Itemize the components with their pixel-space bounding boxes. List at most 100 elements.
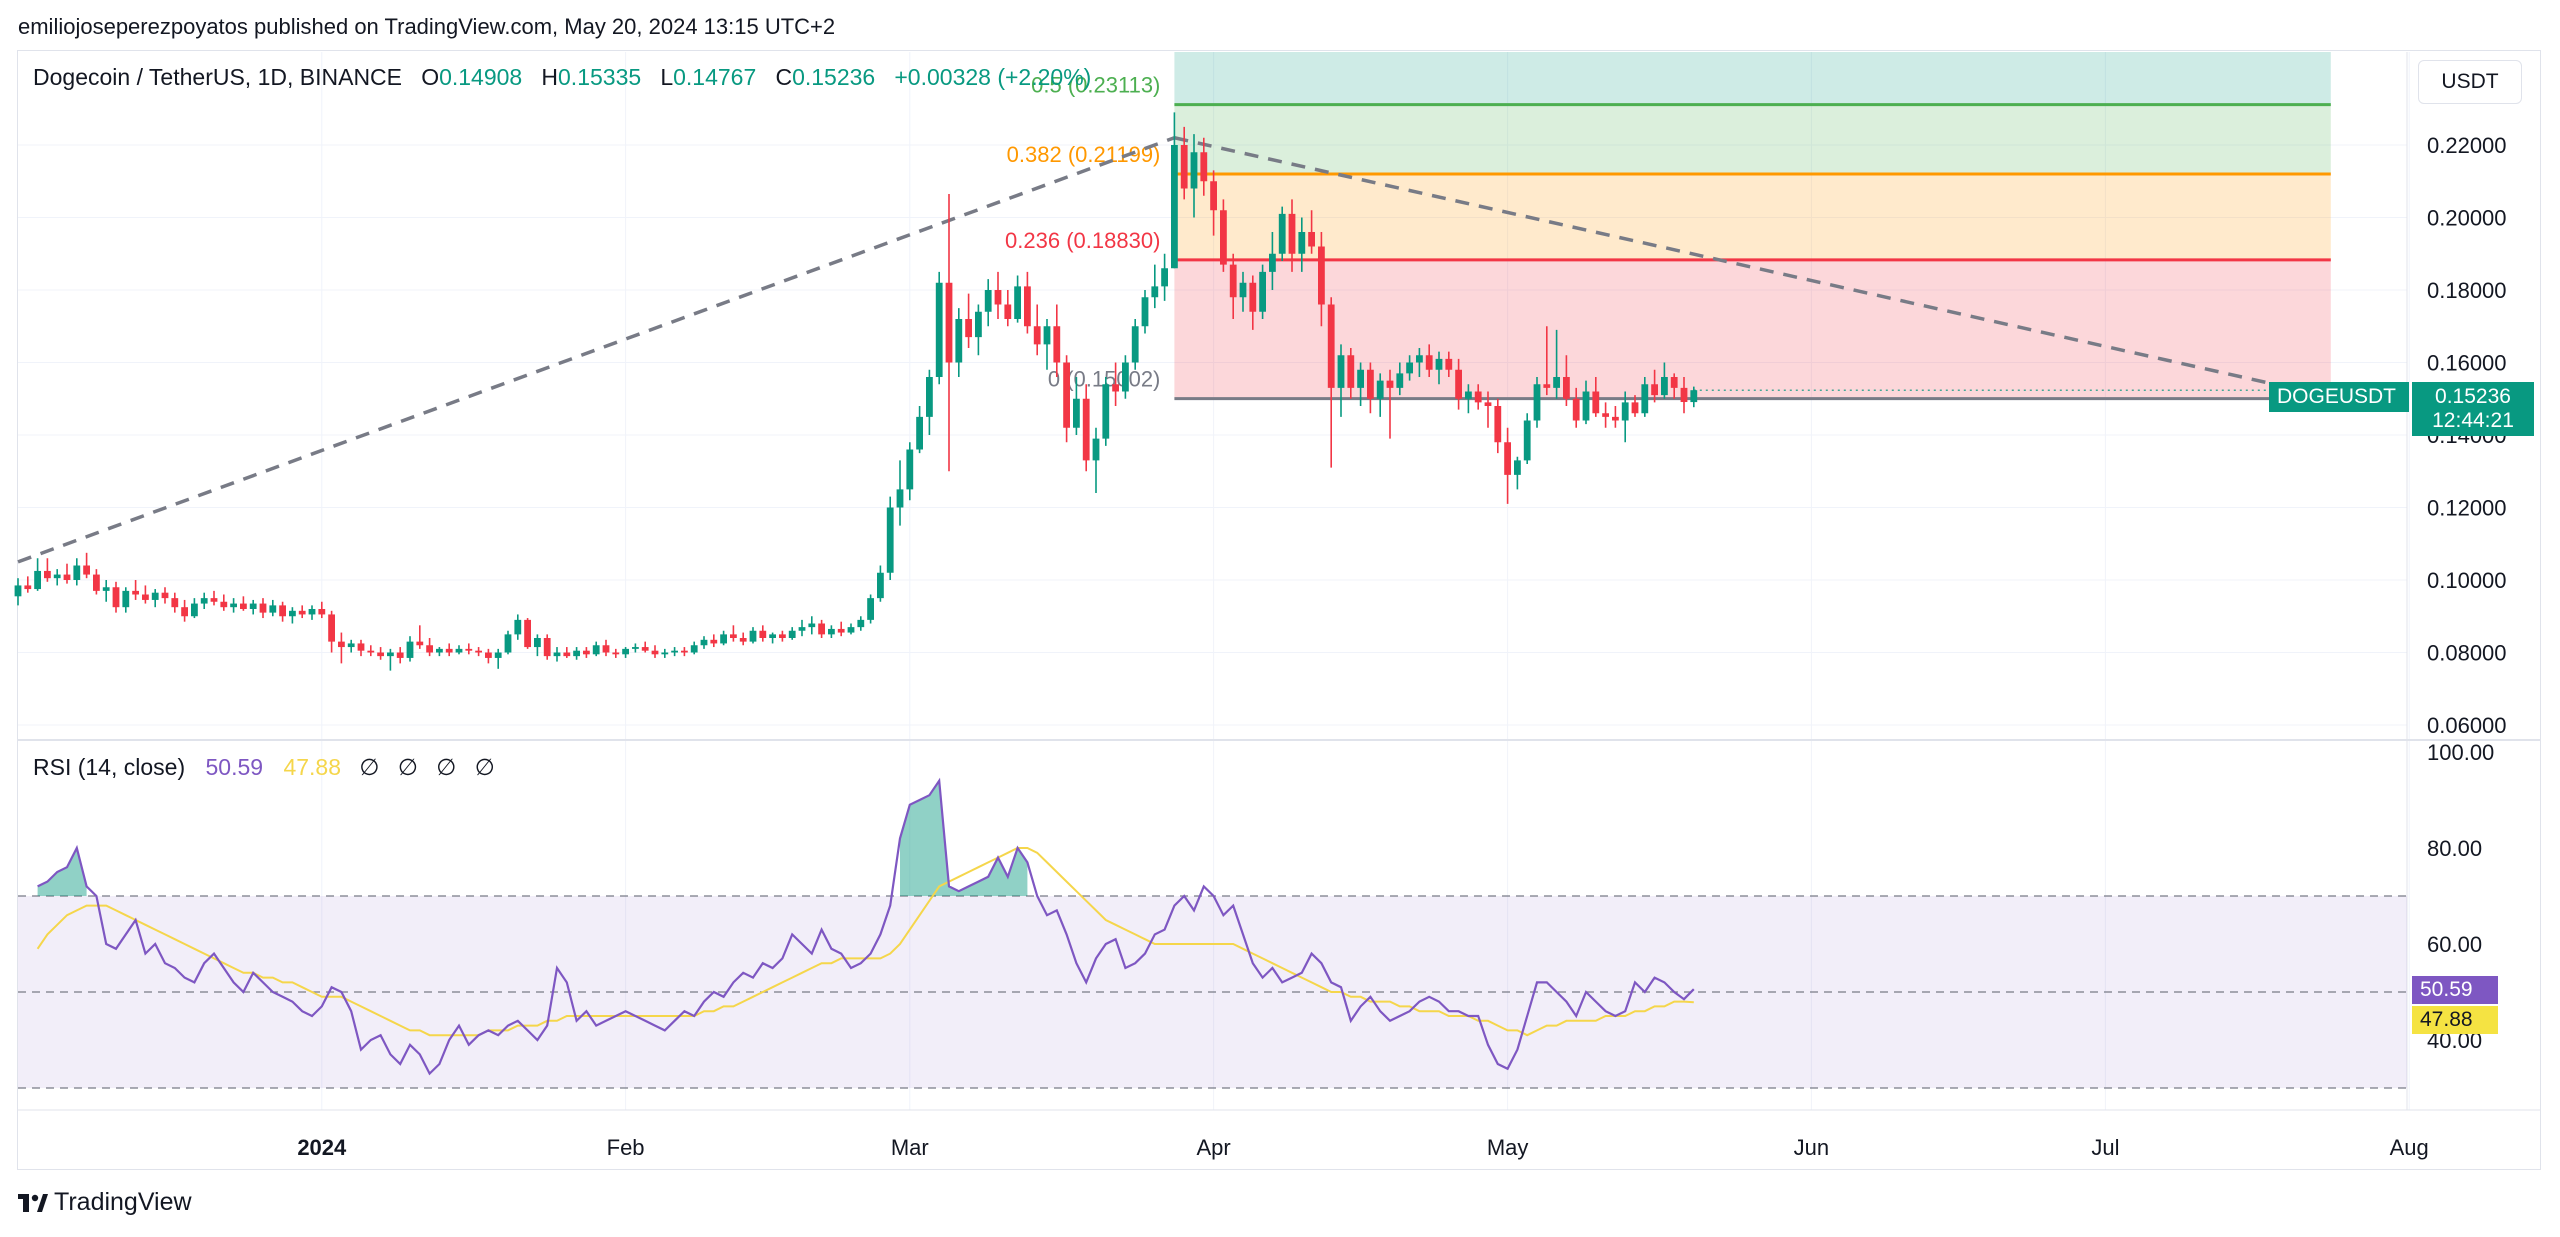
rsi-tag: 50.59 [2412, 976, 2498, 1004]
candle-body [1102, 384, 1110, 439]
price-axis-tick: 0.16000 [2427, 351, 2507, 376]
candle-body [142, 594, 149, 600]
candle-body [710, 639, 718, 644]
candle-body [534, 638, 541, 648]
fib-level-label: 0.382 (0.21199) [1007, 142, 1161, 167]
candle-body [308, 609, 316, 615]
candle [573, 647, 580, 660]
candle-body [514, 619, 522, 635]
candle [1327, 297, 1335, 468]
candle-body [965, 319, 972, 338]
candle-body [1033, 326, 1041, 345]
candle-body [916, 416, 923, 450]
candle [112, 581, 120, 613]
candle [867, 594, 874, 624]
candle [1092, 427, 1100, 493]
currency-button[interactable]: USDT [2418, 60, 2522, 104]
candle [1504, 427, 1511, 504]
candle [289, 607, 296, 624]
candle [730, 625, 737, 642]
time-axis-tick: 2024 [297, 1135, 347, 1160]
candle-body [1367, 369, 1374, 399]
candle-body [720, 634, 727, 644]
candle [1337, 344, 1345, 417]
candle-body [612, 652, 620, 655]
legend-change: +0.00328 (+2.20%) [894, 64, 1092, 90]
candle [1318, 232, 1325, 327]
candle [1523, 413, 1531, 464]
candle-body [259, 603, 267, 613]
candle-body [583, 650, 590, 655]
candle-body [769, 634, 776, 638]
candle-body [367, 650, 375, 653]
candle [83, 552, 90, 579]
candle [720, 630, 727, 646]
candle [553, 647, 561, 662]
candle [367, 645, 375, 657]
candle [583, 647, 590, 658]
candle [220, 594, 228, 611]
candle-body [847, 627, 855, 633]
candle [818, 619, 825, 638]
candle [1455, 358, 1462, 410]
candle [524, 618, 531, 649]
candle-body [1612, 416, 1619, 421]
candle [1406, 355, 1413, 381]
candle [945, 193, 953, 472]
candle [1592, 377, 1600, 417]
candle-body [1435, 358, 1443, 370]
fib-zone-top [1174, 52, 2331, 105]
candle-body [200, 598, 208, 604]
candle-body [1151, 286, 1159, 298]
candle [1210, 170, 1217, 236]
candle [1621, 391, 1629, 443]
candle [1435, 351, 1443, 385]
rsi-legend-ma: 47.88 [283, 754, 342, 780]
candle-body [230, 603, 237, 608]
time-axis-tick: Jul [2091, 1135, 2119, 1160]
candle [592, 641, 600, 657]
candle-body [1239, 282, 1247, 298]
candle-body [524, 619, 531, 648]
candle-body [700, 639, 708, 646]
candle [1445, 351, 1453, 377]
price-axis-tick: 0.08000 [2427, 641, 2507, 666]
candle-body [1161, 268, 1168, 287]
candle [955, 308, 963, 377]
candle [1239, 271, 1247, 312]
candle [93, 569, 100, 595]
candle-body [1337, 355, 1345, 388]
candle-body [592, 645, 600, 655]
candle-body [485, 652, 492, 658]
candle-body [1563, 377, 1570, 399]
tradingview-logo[interactable]: TradingView [18, 1188, 192, 1217]
candle [308, 605, 316, 620]
candle-body [83, 565, 90, 575]
candle-body [1376, 380, 1384, 399]
tradingview-brand: TradingView [54, 1188, 192, 1216]
candle [769, 632, 776, 644]
candle [1053, 304, 1061, 377]
candle [543, 634, 551, 660]
candle [1288, 199, 1296, 272]
candle-body [1288, 213, 1296, 254]
rsi-axis-tick: 100.00 [2427, 740, 2494, 765]
time-axis-tick: Jun [1794, 1135, 1829, 1160]
candle-body [1024, 286, 1031, 327]
fib-zone [1174, 104, 2331, 175]
candle-body [1386, 380, 1394, 388]
candle-body [759, 630, 767, 638]
candle-body [504, 634, 512, 653]
candle [1043, 319, 1051, 370]
candle-body [1318, 246, 1325, 305]
candle [1220, 199, 1227, 272]
candle [171, 592, 179, 613]
candle-body [161, 592, 169, 599]
candle-body [298, 610, 306, 615]
candle-body [1269, 253, 1276, 272]
price-tag-countdown: 12:44:21 [2432, 409, 2514, 432]
candle [847, 623, 855, 635]
candle [857, 616, 865, 631]
candle [122, 587, 130, 613]
